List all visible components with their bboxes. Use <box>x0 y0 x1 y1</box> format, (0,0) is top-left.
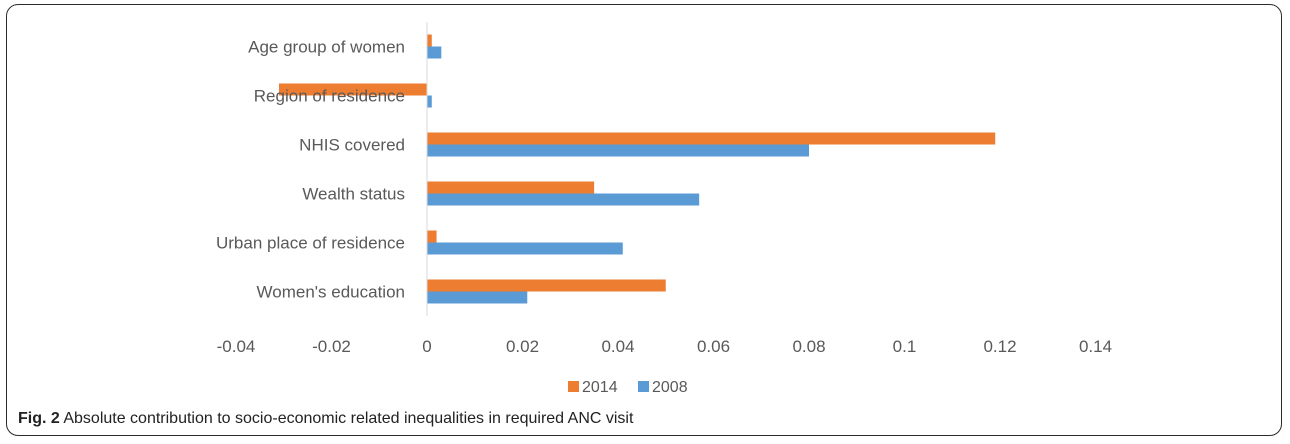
legend: 2014 2008 <box>568 379 688 396</box>
x-tick-label: 0.1 <box>893 337 917 356</box>
x-tick-label: 0.04 <box>601 337 634 356</box>
category-label: Wealth status <box>302 185 405 204</box>
figure-frame <box>6 4 1282 436</box>
x-tick-label: 0.14 <box>1079 337 1112 356</box>
x-tick-label: -0.04 <box>217 337 256 356</box>
bar-2014 <box>427 132 996 145</box>
category-label: Region of residence <box>254 87 405 106</box>
caption-label: Fig. 2 <box>18 410 60 427</box>
bar-2014 <box>427 34 432 47</box>
bars-group <box>278 34 996 304</box>
bar-2014 <box>427 230 437 243</box>
x-tick-label: 0.12 <box>983 337 1016 356</box>
bar-2008 <box>427 291 528 304</box>
bar-2014 <box>278 83 427 96</box>
category-label: Women's education <box>257 283 405 302</box>
figure-caption: Fig. 2 Absolute contribution to socio-ec… <box>18 410 633 428</box>
bar-2008 <box>427 144 809 157</box>
bar-2008 <box>427 46 442 59</box>
legend-swatch-2014 <box>568 381 579 392</box>
legend-swatch-2008 <box>638 381 649 392</box>
category-label: Age group of women <box>248 38 405 57</box>
bar-2008 <box>427 193 700 206</box>
legend-label-2014: 2014 <box>582 379 618 396</box>
category-label: Urban place of residence <box>216 234 405 253</box>
caption-text: Absolute contribution to socio-economic … <box>63 410 634 427</box>
category-labels: Age group of women Region of residence NHI… <box>216 38 405 302</box>
legend-label-2008: 2008 <box>652 379 688 396</box>
bar-2014 <box>427 181 595 194</box>
bar-2014 <box>427 279 666 292</box>
x-tick-label: -0.02 <box>312 337 351 356</box>
x-tick-label: 0.02 <box>506 337 539 356</box>
bar-2008 <box>427 95 432 108</box>
x-tick-label: 0 <box>422 337 431 356</box>
x-tick-label: 0.08 <box>792 337 825 356</box>
bar-2008 <box>427 242 623 255</box>
x-tick-label: 0.06 <box>697 337 730 356</box>
category-label: NHIS covered <box>299 136 405 155</box>
x-tick-labels: -0.04 -0.02 0 0.02 0.04 0.06 0.08 0.1 0.12 0.14 <box>217 337 1112 356</box>
